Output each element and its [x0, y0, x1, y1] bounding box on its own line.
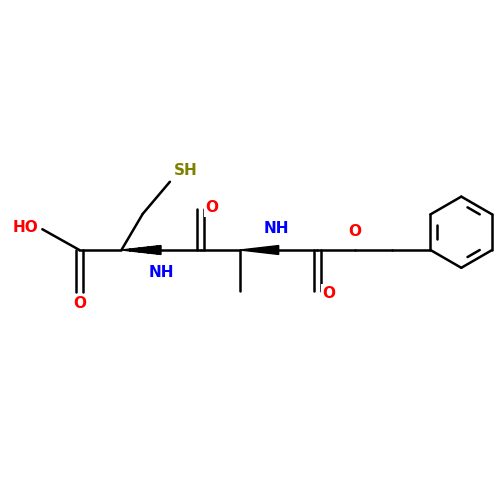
Text: O: O: [322, 286, 335, 300]
Text: O: O: [206, 200, 218, 215]
Text: O: O: [348, 224, 362, 239]
Polygon shape: [122, 246, 161, 254]
Text: NH: NH: [264, 221, 289, 236]
Text: HO: HO: [12, 220, 38, 235]
Text: NH: NH: [148, 265, 174, 280]
Polygon shape: [240, 246, 279, 254]
Text: O: O: [73, 296, 86, 311]
Text: SH: SH: [174, 164, 198, 178]
